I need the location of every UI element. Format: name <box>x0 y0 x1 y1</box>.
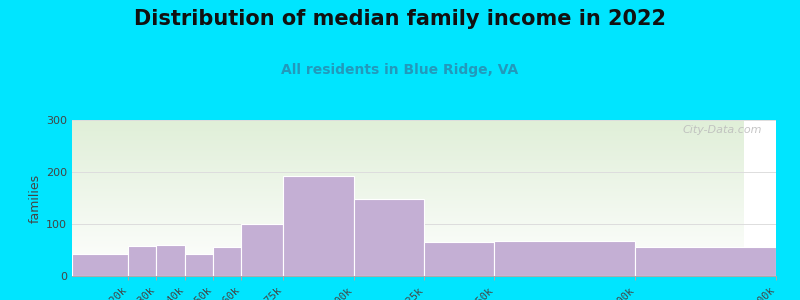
Text: All residents in Blue Ridge, VA: All residents in Blue Ridge, VA <box>282 63 518 77</box>
Bar <box>494 241 635 276</box>
Bar <box>213 248 241 276</box>
Bar <box>128 246 157 276</box>
Bar <box>157 245 185 276</box>
Bar <box>72 254 128 276</box>
Bar <box>283 176 354 276</box>
Bar <box>354 199 424 276</box>
Bar <box>241 224 283 276</box>
Text: City-Data.com: City-Data.com <box>682 125 762 135</box>
Bar <box>424 242 494 276</box>
Text: Distribution of median family income in 2022: Distribution of median family income in … <box>134 9 666 29</box>
Y-axis label: families: families <box>29 173 42 223</box>
Bar <box>635 248 776 276</box>
Bar <box>185 254 213 276</box>
